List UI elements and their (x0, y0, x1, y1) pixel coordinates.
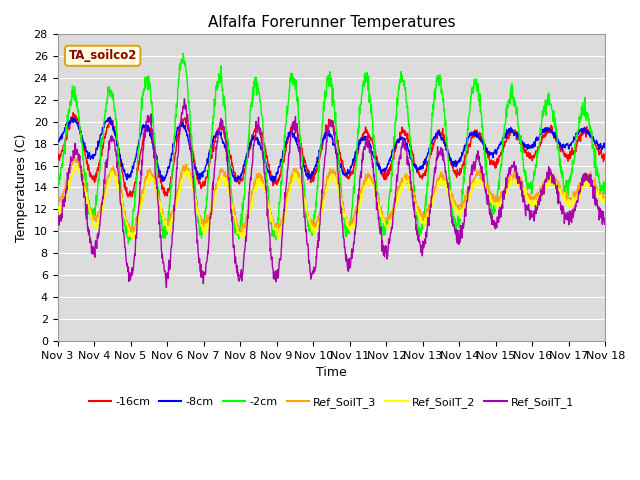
Y-axis label: Temperatures (C): Temperatures (C) (15, 133, 28, 241)
X-axis label: Time: Time (316, 366, 347, 379)
Title: Alfalfa Forerunner Temperatures: Alfalfa Forerunner Temperatures (207, 15, 455, 30)
Text: TA_soilco2: TA_soilco2 (68, 49, 137, 62)
Legend: -16cm, -8cm, -2cm, Ref_SoilT_3, Ref_SoilT_2, Ref_SoilT_1: -16cm, -8cm, -2cm, Ref_SoilT_3, Ref_Soil… (84, 393, 579, 412)
